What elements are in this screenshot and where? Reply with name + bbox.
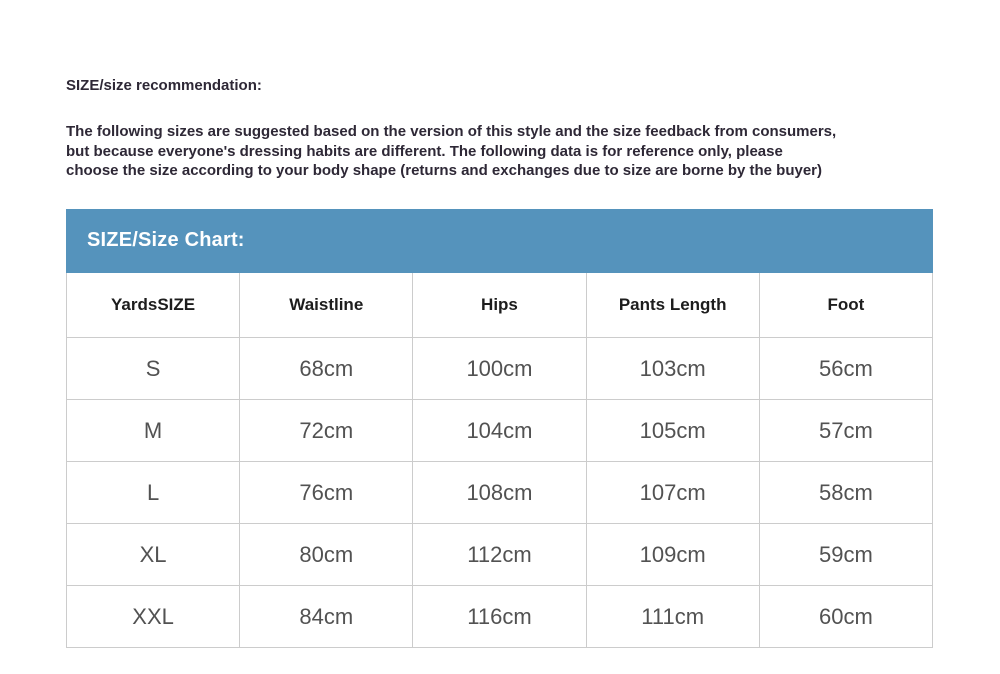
cell-foot: 56cm — [758, 337, 934, 400]
cell-hips: 108cm — [412, 461, 587, 524]
recommendation-line-2: but because everyone's dressing habits a… — [66, 142, 783, 160]
table-row-xxl: XXL 84cm 116cm 111cm 60cm — [65, 585, 934, 648]
size-chart-header-row: YardsSIZE Waistline Hips Pants Length Fo… — [65, 272, 934, 338]
cell-pants-length: 109cm — [585, 523, 760, 586]
cell-waistline: 80cm — [239, 523, 414, 586]
recommendation-line-3: choose the size according to your body s… — [66, 162, 823, 179]
cell-waistline: 72cm — [239, 399, 414, 462]
cell-hips: 100cm — [412, 337, 587, 400]
cell-foot: 57cm — [758, 399, 934, 462]
table-row-xl: XL 80cm 112cm 109cm 59cm — [65, 523, 934, 586]
table-row-m: M 72cm 104cm 105cm 57cm — [65, 399, 934, 462]
cell-foot: 58cm — [758, 461, 934, 524]
cell-pants-length: 103cm — [585, 337, 760, 400]
cell-size: XL — [65, 523, 241, 586]
cell-size: S — [65, 337, 241, 400]
cell-pants-length: 107cm — [585, 461, 760, 524]
recommendation-line-1: The following sizes are suggested based … — [66, 123, 837, 140]
recommendation-paragraph: The following sizes are suggested based … — [66, 122, 933, 181]
section-title: SIZE/size recommendation: — [66, 77, 262, 94]
table-row-s: S 68cm 100cm 103cm 56cm — [65, 337, 934, 400]
cell-hips: 116cm — [412, 585, 587, 648]
cell-hips: 112cm — [412, 523, 587, 586]
column-header-foot: Foot — [758, 272, 934, 338]
cell-size: L — [65, 461, 241, 524]
size-chart-title: SIZE/Size Chart: — [87, 229, 245, 251]
cell-size: XXL — [65, 585, 241, 648]
table-row-l: L 76cm 108cm 107cm 58cm — [65, 461, 934, 524]
size-chart-table: YardsSIZE Waistline Hips Pants Length Fo… — [65, 272, 934, 648]
cell-foot: 59cm — [758, 523, 934, 586]
column-header-pants-length: Pants Length — [585, 272, 760, 338]
size-recommendation-section: SIZE/size recommendation: The following … — [65, 77, 934, 648]
size-chart-banner: SIZE/Size Chart: — [66, 208, 933, 273]
cell-foot: 60cm — [758, 585, 934, 648]
cell-waistline: 84cm — [239, 585, 414, 648]
cell-pants-length: 105cm — [585, 399, 760, 462]
cell-waistline: 76cm — [239, 461, 414, 524]
cell-hips: 104cm — [412, 399, 587, 462]
cell-waistline: 68cm — [239, 337, 414, 400]
column-header-size: YardsSIZE — [65, 272, 241, 338]
column-header-waistline: Waistline — [239, 272, 414, 338]
cell-size: M — [65, 399, 241, 462]
column-header-hips: Hips — [412, 272, 587, 338]
cell-pants-length: 111cm — [585, 585, 760, 648]
